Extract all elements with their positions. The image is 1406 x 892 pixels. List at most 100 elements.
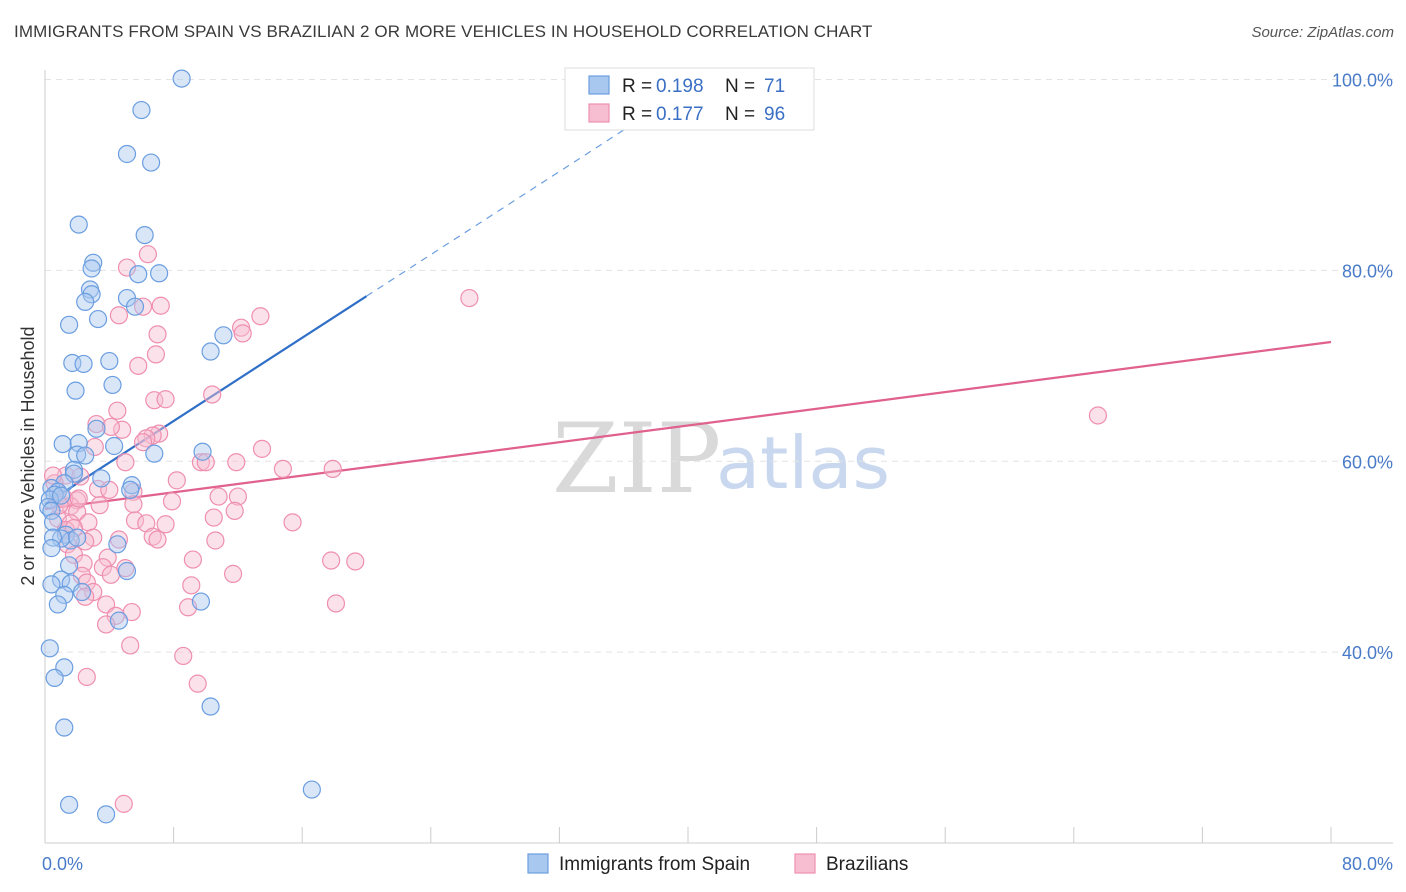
spain-point-34	[92, 469, 111, 488]
spain-point-53	[60, 556, 79, 575]
brazilians-point-26	[323, 459, 342, 479]
legend-n-label-brazilians: N =	[725, 104, 755, 125]
brazilians-point-86	[114, 794, 133, 813]
brazilians-point-42	[162, 492, 182, 511]
brazilians-trend-line	[44, 340, 1332, 511]
spain-point-22	[103, 375, 122, 395]
brazilians-point-12	[203, 385, 222, 404]
spain-point-65	[45, 668, 64, 688]
spain-point-51	[108, 535, 127, 554]
spain-point-31	[76, 446, 95, 465]
brazilians-point-3	[251, 307, 270, 326]
spain-point-17	[214, 326, 233, 345]
spain-point-7	[82, 259, 101, 278]
spain-point-45	[43, 513, 63, 532]
brazilians-point-87	[1088, 406, 1108, 425]
brazilians-point-29	[167, 471, 186, 490]
legend-r-label-brazilians: R =	[622, 104, 652, 125]
brazilians-point-91	[133, 433, 153, 452]
spain-point-23	[66, 381, 85, 400]
spain-point-16	[60, 315, 79, 334]
spain-point-20	[74, 354, 93, 374]
brazilians-point-37	[228, 487, 247, 506]
legend-r-value-spain: 0.198	[656, 76, 704, 97]
spain-point-62	[109, 611, 129, 630]
spain-point-52	[42, 539, 61, 558]
spain-point-0	[172, 69, 191, 88]
brazilians-point-56	[143, 527, 162, 546]
spain-point-57	[117, 561, 137, 581]
watermark-zip: ZIP	[552, 403, 721, 515]
brazilians-point-10	[146, 345, 166, 364]
brazilians-point-82	[121, 636, 140, 655]
spain-point-12	[76, 292, 95, 311]
spain-point-66	[201, 697, 220, 716]
brazilians-point-18	[101, 417, 121, 437]
spain-point-33	[64, 464, 84, 483]
brazilians-point-58	[206, 531, 225, 550]
spain-point-29	[193, 442, 212, 461]
brazilians-point-84	[77, 667, 96, 687]
spain-point-42	[51, 486, 71, 505]
spain-point-69	[60, 795, 79, 814]
brazilians-point-85	[188, 674, 207, 693]
spain-point-58	[55, 585, 74, 604]
brazilians-point-57	[148, 530, 167, 549]
tick-labels: 40.0% 60.0% 80.0% 100.0% 0.0% 80.0%	[42, 71, 1393, 874]
brazilians-point-25	[273, 459, 293, 479]
y-tick-label-2: 80.0%	[1342, 261, 1393, 281]
spain-trend-extension	[366, 119, 641, 297]
brazilians-point-88	[196, 453, 215, 472]
spain-point-59	[72, 582, 92, 602]
bottom-legend: Immigrants from Spain Brazilians	[527, 853, 908, 875]
brazilians-point-8	[233, 324, 252, 343]
grid	[45, 79, 1393, 653]
spain-point-63	[40, 639, 59, 658]
brazilians-point-4	[151, 296, 170, 315]
y-tick-label-3: 100.0%	[1332, 71, 1393, 91]
spain-point-8	[129, 265, 148, 284]
brazilians-point-1	[138, 245, 157, 264]
axes	[44, 70, 1393, 844]
y-axis-label: 2 or more Vehicles in Household	[18, 326, 38, 585]
brazilians-point-50	[156, 515, 175, 534]
brazilians-point-48	[125, 511, 145, 530]
legend-r-value-brazilians: 0.177	[656, 104, 704, 125]
x-tick-label-0: 0.0%	[42, 854, 83, 874]
legend-r-label-spain: R =	[622, 76, 652, 97]
brazilians-point-65	[346, 552, 365, 571]
legend-n-label-spain: N =	[725, 76, 755, 97]
brazilians-point-69	[223, 564, 243, 583]
spain-point-9	[150, 264, 169, 283]
spain-point-2	[117, 144, 137, 164]
legend-swatch-brazilians	[588, 103, 610, 123]
spain-point-21	[100, 351, 119, 371]
brazilians-point-17	[113, 420, 132, 439]
brazilians-point-36	[209, 487, 228, 506]
brazilians-point-14	[156, 390, 175, 409]
bottom-legend-label-spain: Immigrants from Spain	[559, 854, 750, 875]
brazilians-point-40	[124, 495, 143, 514]
brazilians-point-11	[129, 356, 148, 375]
bottom-legend-label-brazilians: Brazilians	[826, 854, 908, 875]
brazilians-point-73	[182, 576, 201, 595]
spain-points	[39, 69, 321, 824]
brazilians-point-83	[174, 646, 193, 666]
spain-point-44	[42, 501, 61, 520]
legend-n-value-brazilians: 96	[764, 104, 785, 125]
legend-n-value-spain: 71	[764, 76, 785, 97]
brazilians-points	[43, 245, 1108, 813]
y-tick-label-0: 40.0%	[1342, 643, 1393, 663]
spain-point-55	[42, 575, 61, 594]
spain-point-25	[53, 434, 72, 454]
spain-point-54	[51, 570, 71, 589]
brazilians-point-62	[98, 548, 117, 567]
spain-point-28	[145, 444, 164, 463]
spain-point-4	[69, 215, 88, 234]
brazilians-point-94	[69, 489, 88, 508]
spain-point-14	[125, 297, 145, 316]
brazilians-point-71	[101, 565, 121, 584]
spain-point-24	[87, 419, 106, 438]
spain-point-15	[88, 309, 108, 329]
